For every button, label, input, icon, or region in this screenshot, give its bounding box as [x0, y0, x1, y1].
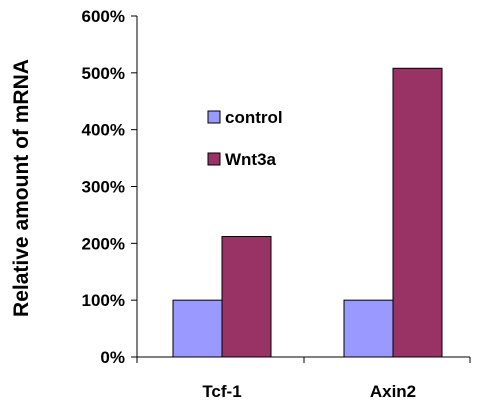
axes [136, 16, 471, 363]
y-tick-label: 200% [82, 234, 125, 253]
bar-wnt3a-tcf-1 [221, 236, 272, 358]
y-tick-label: 100% [82, 291, 125, 310]
y-tick-label: 300% [82, 178, 125, 197]
legend: control Wnt3a [207, 108, 283, 169]
bar-wnt3a-axin2 [392, 67, 443, 358]
legend-label-control: control [225, 108, 283, 127]
y-tick-label: 600% [82, 7, 125, 26]
x-category-label: Tcf-1 [202, 382, 241, 401]
bar-control-axin2 [343, 299, 394, 358]
y-tick-label: 0% [100, 348, 125, 367]
y-axis-label: Relative amount of mRNA [10, 59, 33, 317]
x-category-label: Axin2 [370, 382, 416, 401]
bar-control-tcf-1 [172, 299, 223, 358]
x-axis: Tcf-1 Axin2 [202, 382, 416, 401]
y-tick-label: 400% [82, 121, 125, 140]
bars [172, 67, 443, 358]
legend-swatch-wnt3a [207, 152, 221, 166]
y-tick-label: 500% [82, 64, 125, 83]
legend-label-wnt3a: Wnt3a [225, 150, 277, 169]
legend-swatch-control [207, 110, 221, 124]
y-axis: 0% 100% 200% 300% 400% 500% 600% [82, 7, 137, 367]
